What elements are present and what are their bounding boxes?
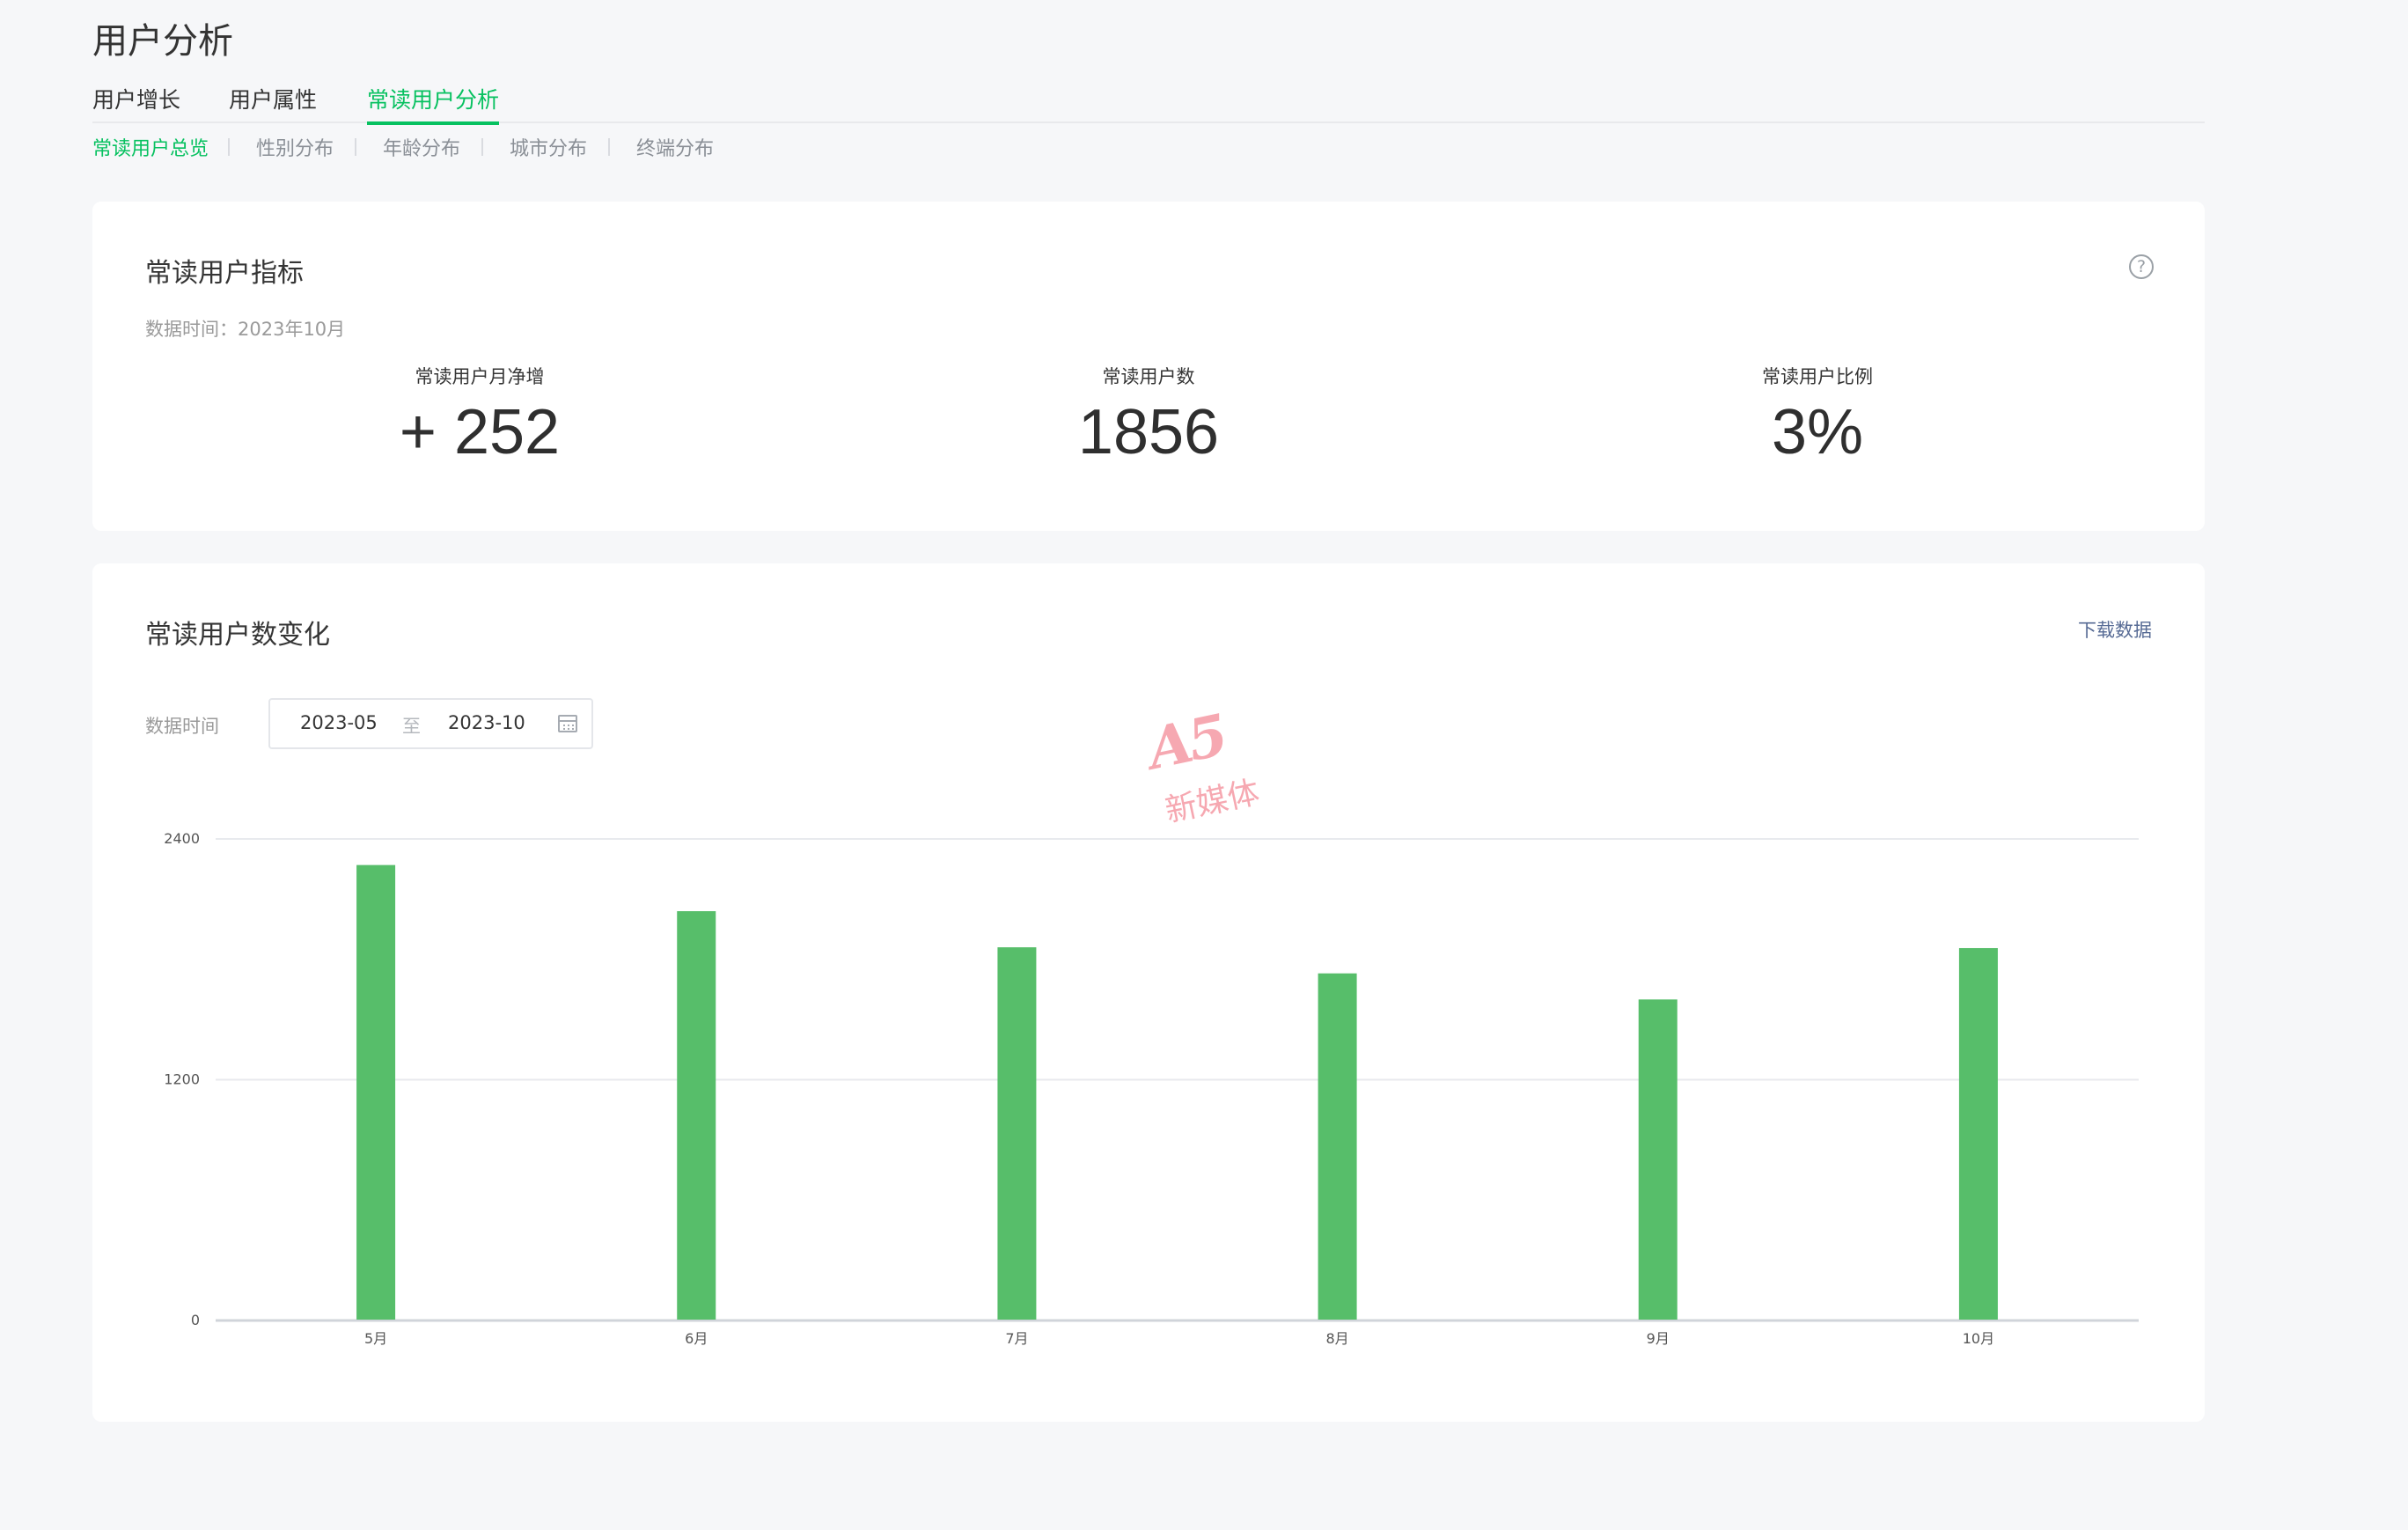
- date-range-end[interactable]: 2023-10: [448, 712, 525, 733]
- x-tick-label: 10月: [1963, 1330, 1994, 1347]
- x-tick-label: 6月: [685, 1330, 708, 1347]
- x-tick-label: 8月: [1325, 1330, 1348, 1347]
- bar: [1638, 999, 1678, 1320]
- x-tick-label: 7月: [1005, 1330, 1028, 1347]
- tab-frequent-readers[interactable]: 常读用户分析: [367, 83, 500, 125]
- metric-label: 常读用户月净增: [415, 366, 545, 387]
- metric-label: 常读用户数: [1102, 366, 1195, 387]
- main-tabs: 用户增长 用户属性 常读用户分析: [92, 83, 2205, 125]
- date-range-start[interactable]: 2023-05: [300, 712, 378, 733]
- chart-card-title: 常读用户数变化: [145, 620, 330, 651]
- tab-user-growth[interactable]: 用户增长: [92, 87, 181, 113]
- watermark-logo: A5 新媒体: [1130, 673, 1299, 850]
- chart-bars: [356, 864, 1998, 1320]
- metric-value: 1856: [1077, 397, 1220, 467]
- chart-grid: [216, 838, 2139, 1322]
- bar-chart: 0 1200 2400 5月 6月 7月 8月 9月 10月: [164, 830, 2139, 1347]
- subtab-overview[interactable]: 常读用户总览: [92, 138, 209, 160]
- subtab-city[interactable]: 城市分布: [510, 138, 588, 160]
- metric-reader-count: 常读用户数 1856: [973, 363, 1325, 468]
- chart-card: 常读用户数变化 下载数据 数据时间 2023-05 至 2023-10 0 120…: [92, 563, 2205, 1422]
- question-circle-icon[interactable]: ?: [2129, 254, 2154, 279]
- tab-user-attributes[interactable]: 用户属性: [229, 87, 318, 113]
- calendar-icon[interactable]: [558, 715, 577, 732]
- page-title: 用户分析: [92, 21, 233, 62]
- download-data-link[interactable]: 下载数据: [2078, 620, 2152, 641]
- subtab-divider: [481, 138, 483, 156]
- metrics-card-title: 常读用户指标: [145, 258, 304, 289]
- subtab-device[interactable]: 终端分布: [636, 138, 715, 160]
- bar: [677, 911, 716, 1320]
- metric-value: 3%: [1771, 397, 1864, 467]
- subtab-gender[interactable]: 性别分布: [256, 138, 334, 160]
- metrics-card: 常读用户指标 ? 数据时间：2023年10月 常读用户月净增 + 252 常读用…: [92, 202, 2205, 531]
- bar: [1318, 973, 1357, 1320]
- x-tick-label: 9月: [1647, 1330, 1670, 1347]
- bar: [356, 864, 396, 1320]
- metric-value: + 252: [399, 397, 561, 467]
- date-range-picker[interactable]: 2023-05 至 2023-10: [268, 698, 593, 749]
- metrics-data-time: 数据时间：2023年10月: [145, 319, 346, 340]
- bar: [1958, 947, 1998, 1320]
- subtab-divider: [228, 138, 230, 156]
- subtab-age[interactable]: 年龄分布: [383, 138, 461, 160]
- watermark-mark: A5: [1142, 702, 1230, 783]
- metric-reader-ratio: 常读用户比例 3%: [1641, 363, 1993, 468]
- chart-labels: 0 1200 2400 5月 6月 7月 8月 9月 10月: [164, 830, 1994, 1347]
- y-tick-label: 2400: [164, 830, 200, 847]
- date-range-label: 数据时间: [145, 716, 219, 737]
- subtab-divider: [608, 138, 610, 156]
- subtab-divider: [355, 138, 356, 156]
- date-range-separator: 至: [402, 716, 421, 737]
- metric-net-growth: 常读用户月净增 + 252: [304, 363, 656, 468]
- y-tick-label: 0: [191, 1312, 200, 1328]
- bar: [997, 947, 1037, 1320]
- y-tick-label: 1200: [164, 1071, 200, 1088]
- metric-label: 常读用户比例: [1762, 366, 1873, 387]
- x-tick-label: 5月: [364, 1330, 387, 1347]
